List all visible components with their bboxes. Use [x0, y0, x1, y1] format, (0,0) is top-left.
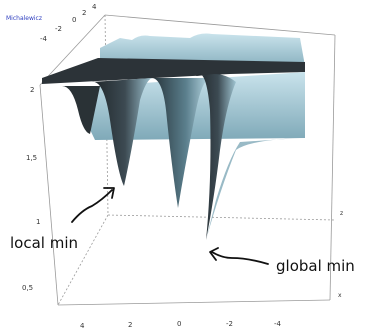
valley-local-min [92, 78, 152, 186]
bottom-x-tick-4: -2 [226, 320, 233, 328]
top-x-tick-2: -2 [55, 25, 62, 33]
valley-shallow [62, 86, 100, 134]
top-x-tick-5: 4 [92, 3, 97, 11]
z-tick-2: 1,5 [26, 154, 37, 162]
top-x-tick-1: -4 [40, 35, 48, 43]
z-axis-name: z [340, 210, 343, 217]
top-x-tick-4: 2 [82, 9, 86, 17]
arrow-local-min [71, 187, 115, 223]
valley-global-rim [206, 138, 300, 240]
surface-top [42, 58, 305, 84]
z-tick-1: 2 [30, 86, 34, 94]
global-min-label: global min [276, 257, 355, 275]
valley-deep [150, 77, 210, 208]
bottom-x-tick-5: -4 [274, 320, 282, 328]
bottom-x-tick-3: 0 [177, 320, 181, 328]
arrow-global-min [209, 247, 269, 265]
valley-global-min [196, 74, 236, 240]
z-ticks: 2 1,5 1 0,5 [22, 86, 40, 292]
local-min-label: local min [10, 234, 78, 252]
top-x-tick-3: 0 [72, 16, 76, 24]
z-tick-4: 0,5 [22, 284, 33, 292]
bottom-x-tick-2: 2 [128, 321, 132, 329]
bottom-x-tick-1: 4 [80, 322, 85, 330]
z-tick-3: 1 [36, 218, 40, 226]
top-x-ticks: -4 -2 0 2 4 [40, 3, 97, 43]
bottom-x-ticks: 4 2 0 -2 -4 [80, 320, 282, 330]
chart-title: Michalewicz [6, 15, 42, 22]
x-axis-name: x [338, 292, 342, 299]
